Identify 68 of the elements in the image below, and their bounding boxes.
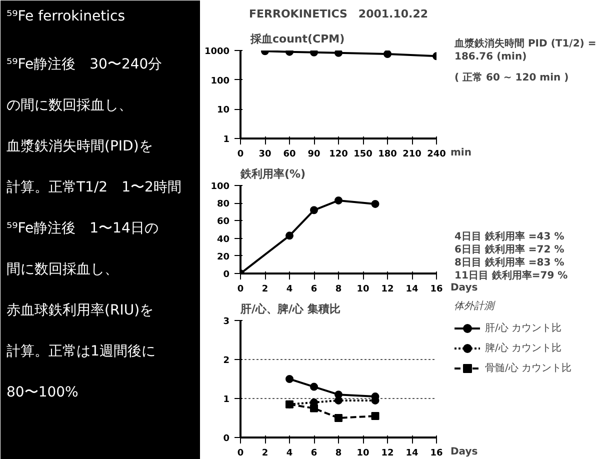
x-tick-label: 8 xyxy=(335,448,342,458)
y-tick-label: 80 xyxy=(216,200,230,210)
x-tick-label: 8 xyxy=(335,284,342,294)
y-tick-label: 100 xyxy=(210,182,230,192)
text: 血漿鉄消失時間 PID (T1/2) = 186.76 (min) xyxy=(454,38,596,63)
text: 計算。正常T1/2 1〜2時間 xyxy=(6,180,182,196)
x-tick-label: 60 xyxy=(283,150,296,160)
x-tick-label: 4 xyxy=(286,284,293,294)
y-tick-label: 40 xyxy=(216,234,230,245)
text: 80〜100% xyxy=(6,384,78,400)
chart-title: FERROKINETICS 2001.10.22 xyxy=(248,8,428,20)
x-axis-title: min xyxy=(450,148,472,158)
x-tick-label: 16 xyxy=(430,448,443,458)
text: ⁵⁹Fe静注後 30〜240分 xyxy=(6,56,162,72)
chart-title: 肝/心、脾/心 集積比 xyxy=(240,302,340,316)
y-tick-label: 0 xyxy=(223,434,230,444)
text: 8日目 鉄利用率 =83 % xyxy=(454,256,564,268)
x-tick-label: 10 xyxy=(356,448,370,458)
y-tick-label: 1 xyxy=(223,395,230,405)
x-tick-label: 14 xyxy=(406,448,418,458)
text: ( 正常 60 ~ 120 min ) xyxy=(454,72,569,84)
text: 11日目 鉄利用率=79 % xyxy=(454,270,568,282)
y-tick-label: 20 xyxy=(216,252,230,262)
legend-label: 脾/心 カウント比 xyxy=(485,342,562,355)
x-tick-label: 0 xyxy=(237,284,244,294)
text: 計算。正常は1週間後に xyxy=(6,344,156,360)
x-tick-label: 0 xyxy=(237,448,244,458)
chart-subtitle: 採血count(CPM) xyxy=(250,32,345,46)
y-tick-label: 1000 xyxy=(204,47,230,57)
x-axis-title: Days xyxy=(450,282,478,294)
x-tick-label: 180 xyxy=(378,150,397,160)
legend-label: 骨髄/心 カウント比 xyxy=(485,362,572,375)
x-tick-label: 12 xyxy=(381,448,394,458)
x-tick-label: 150 xyxy=(354,150,372,160)
text: 6日目 鉄利用率 =72 % xyxy=(454,244,564,256)
text: ⁵⁹Fe静注後 1〜14日の xyxy=(6,220,158,236)
text: 間に数回採血し、 xyxy=(6,262,118,278)
text: 4日目 鉄利用率 =43 % xyxy=(454,230,564,242)
y-tick-label: 60 xyxy=(216,217,230,228)
x-tick-label: 4 xyxy=(286,448,293,458)
text: 血漿鉄消失時間(PID)を xyxy=(6,138,153,154)
y-tick-label: 2 xyxy=(223,356,230,366)
y-tick-label: 3 xyxy=(223,317,230,327)
x-tick-label: 120 xyxy=(329,150,348,160)
y-tick-label: 100 xyxy=(210,76,230,86)
x-tick-label: 90 xyxy=(308,150,320,160)
x-tick-label: 6 xyxy=(310,284,318,294)
chart-title: 鉄利用率(%) xyxy=(240,168,306,180)
x-tick-label: 210 xyxy=(402,150,422,160)
x-tick-label: 240 xyxy=(427,150,446,160)
legend-label: 肝/心 カウント比 xyxy=(485,322,562,335)
y-tick-label: 0 xyxy=(223,270,230,280)
legend-title: 体外計測 xyxy=(454,300,496,313)
x-axis-title: Days xyxy=(450,446,478,458)
x-tick-label: 2 xyxy=(262,284,268,294)
text: ⁵⁹Fe ferrokinetics xyxy=(6,8,125,24)
x-tick-label: 30 xyxy=(258,150,272,160)
x-tick-label: 12 xyxy=(381,284,394,294)
text: の間に数回採血し、 xyxy=(6,98,132,114)
y-tick-label: 1 xyxy=(223,135,230,145)
x-tick-label: 2 xyxy=(262,448,268,458)
text: 赤血球鉄利用率(RIU)を xyxy=(6,302,154,318)
x-tick-label: 14 xyxy=(406,284,418,294)
x-tick-label: 10 xyxy=(356,284,370,294)
x-tick-label: 6 xyxy=(310,448,318,458)
y-tick-label: 10 xyxy=(216,106,230,116)
x-tick-label: 0 xyxy=(237,150,244,160)
x-tick-label: 16 xyxy=(430,284,443,294)
